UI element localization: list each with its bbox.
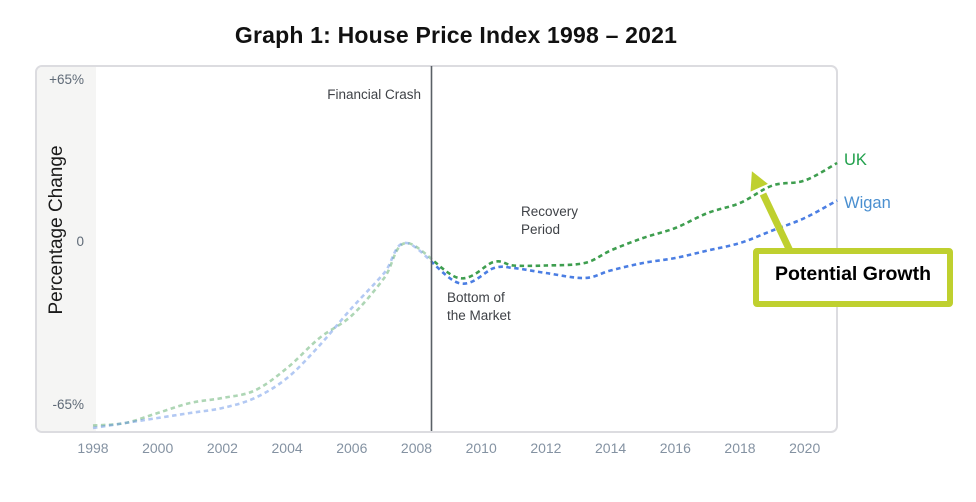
- plot-area: [35, 65, 838, 433]
- annotation-line: the Market: [447, 307, 511, 323]
- annotation-financial-crash: Financial Crash: [327, 87, 421, 102]
- annotation-recovery-period: Recovery Period: [521, 203, 578, 239]
- x-tick-label: 2014: [595, 440, 627, 456]
- x-tick-label: 2016: [659, 440, 691, 456]
- x-tick-label: 2002: [206, 440, 238, 456]
- potential-growth-callout: Potential Growth: [753, 248, 953, 307]
- annotation-bottom-of-market: Bottom of the Market: [447, 289, 511, 325]
- x-tick-label: 2004: [271, 440, 303, 456]
- x-tick-label: 2006: [336, 440, 368, 456]
- annotation-line: Recovery: [521, 204, 579, 219]
- annotation-line: Period: [521, 221, 561, 237]
- y-axis-title: Percentage Change: [46, 145, 67, 315]
- chart-title: Graph 1: House Price Index 1998 – 2021: [234, 22, 678, 48]
- series-label-wigan: Wigan: [844, 194, 891, 212]
- x-tick-label: 1998: [77, 440, 109, 456]
- x-tick-label: 2000: [142, 440, 174, 456]
- x-tick-label: 2012: [530, 440, 562, 456]
- potential-growth-label: Potential Growth: [775, 263, 931, 285]
- series-label-uk: UK: [844, 151, 867, 169]
- x-tick-label: 2010: [465, 440, 497, 456]
- y-tick-label: 0: [76, 234, 84, 249]
- annotation-line: Bottom of: [447, 290, 505, 305]
- x-tick-label: 2020: [789, 440, 821, 456]
- y-axis-strip: [37, 67, 96, 431]
- x-tick-label: 2008: [400, 440, 433, 456]
- y-tick-label: +65%: [49, 71, 84, 87]
- y-tick-label: -65%: [52, 396, 84, 412]
- x-tick-label: 2018: [724, 440, 756, 456]
